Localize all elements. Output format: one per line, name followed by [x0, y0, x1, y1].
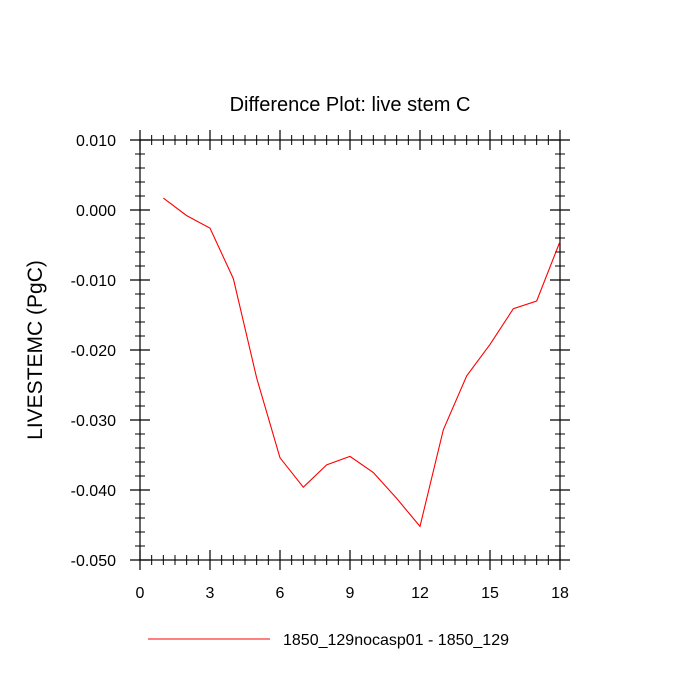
x-tick-label: 9	[346, 585, 355, 602]
plot-frame	[139, 139, 561, 561]
y-tick-label: 0.000	[76, 203, 116, 220]
x-tick-label: 12	[411, 585, 429, 602]
series-line	[163, 197, 561, 528]
plot-area	[139, 139, 561, 561]
y-tick-label: -0.020	[71, 343, 116, 360]
y-tick-label: -0.050	[71, 553, 116, 570]
x-tick-label: 15	[481, 585, 499, 602]
x-tick-label: 18	[551, 585, 569, 602]
x-tick-label: 3	[206, 585, 215, 602]
y-tick-label: -0.030	[71, 413, 116, 430]
axis-ticks: 0 3 6 9 12 15 18 0.010 0.000 -0.010 -0.020 -0.030 -0…	[71, 130, 570, 602]
legend-label: 1850_129nocasp01 - 1850_129	[283, 632, 509, 649]
y-tick-label: 0.010	[76, 133, 116, 150]
x-tick-label: 0	[136, 585, 145, 602]
y-tick-label: -0.040	[71, 483, 116, 500]
legend: 1850_129nocasp01 - 1850_129	[148, 632, 509, 649]
x-tick-label: 6	[276, 585, 285, 602]
chart-title: Difference Plot: live stem C	[230, 94, 471, 116]
y-axis-label: LIVESTEMC (PgC)	[24, 260, 47, 440]
y-tick-label: -0.010	[71, 273, 116, 290]
